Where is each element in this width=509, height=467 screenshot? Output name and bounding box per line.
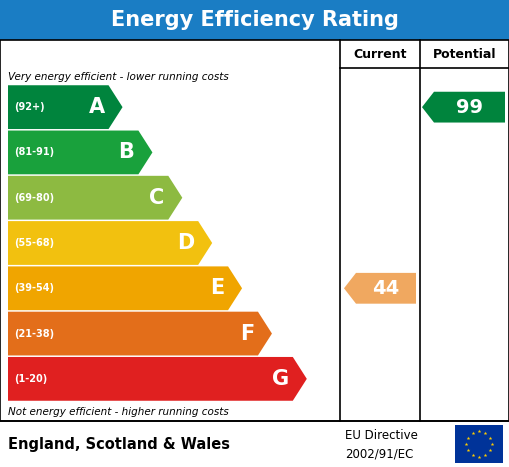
Polygon shape: [8, 357, 307, 401]
Polygon shape: [8, 85, 123, 129]
Text: Potential: Potential: [433, 48, 496, 61]
Polygon shape: [8, 221, 212, 265]
Text: (1-20): (1-20): [14, 374, 47, 384]
Text: 99: 99: [456, 98, 483, 117]
Text: (69-80): (69-80): [14, 193, 54, 203]
Polygon shape: [8, 176, 182, 219]
Text: (81-91): (81-91): [14, 148, 54, 157]
Text: 2002/91/EC: 2002/91/EC: [345, 448, 413, 460]
Text: C: C: [149, 188, 164, 208]
Polygon shape: [8, 131, 152, 174]
Text: England, Scotland & Wales: England, Scotland & Wales: [8, 437, 230, 452]
Text: Not energy efficient - higher running costs: Not energy efficient - higher running co…: [8, 407, 229, 417]
Bar: [0, 0, 509, 40]
Polygon shape: [422, 92, 505, 122]
Bar: [0, 40, 509, 421]
Text: (92+): (92+): [14, 102, 45, 112]
Text: G: G: [272, 369, 289, 389]
Text: (21-38): (21-38): [14, 329, 54, 339]
Text: 44: 44: [373, 279, 400, 298]
Text: E: E: [210, 278, 224, 298]
Text: F: F: [240, 324, 254, 344]
Text: A: A: [89, 97, 104, 117]
Bar: [455, 425, 503, 463]
Text: (39-54): (39-54): [14, 283, 54, 293]
Text: (55-68): (55-68): [14, 238, 54, 248]
Text: EU Directive: EU Directive: [345, 429, 418, 442]
Text: B: B: [119, 142, 134, 163]
Bar: [0, 421, 509, 467]
Polygon shape: [8, 266, 242, 310]
Polygon shape: [344, 273, 416, 304]
Text: Current: Current: [353, 48, 407, 61]
Polygon shape: [8, 311, 272, 355]
Text: Energy Efficiency Rating: Energy Efficiency Rating: [110, 10, 399, 30]
Text: Very energy efficient - lower running costs: Very energy efficient - lower running co…: [8, 72, 229, 82]
Text: D: D: [177, 233, 194, 253]
